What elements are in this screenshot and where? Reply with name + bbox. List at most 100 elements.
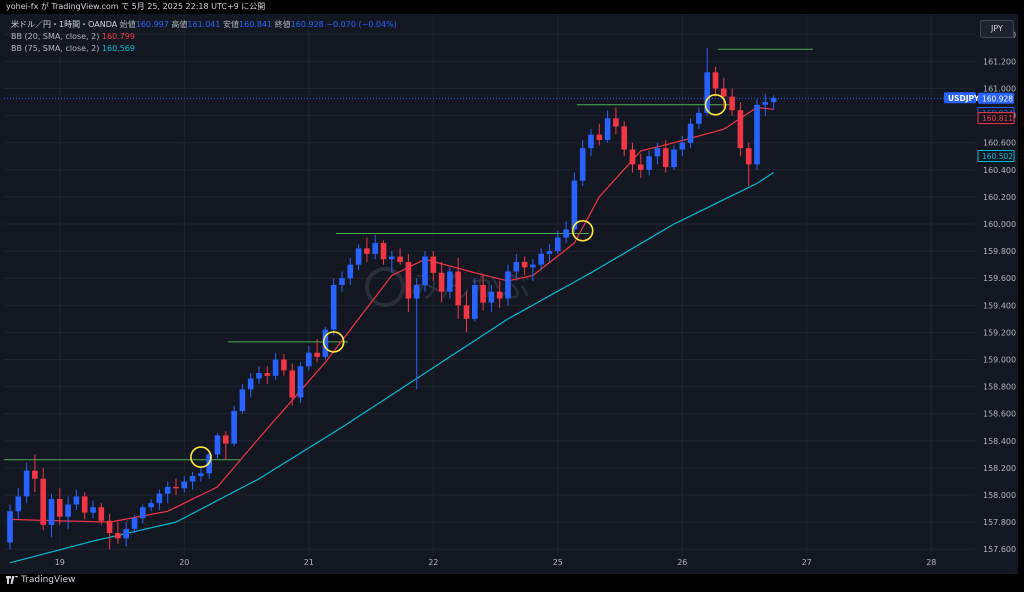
candle-body xyxy=(654,148,661,157)
candle-body xyxy=(372,242,378,254)
candle-body xyxy=(314,352,320,357)
candle-body xyxy=(430,256,437,273)
time-tick-label: 19 xyxy=(55,558,65,567)
candle-body xyxy=(530,264,536,268)
candle-body xyxy=(455,271,461,306)
price-tick-label: 160.600 xyxy=(983,139,1016,148)
candle-body xyxy=(148,503,154,508)
price-tick-label: 158.200 xyxy=(983,464,1016,473)
candle-body xyxy=(272,359,279,376)
candle-body xyxy=(588,134,594,149)
candle-body xyxy=(463,305,470,319)
time-tick-label: 21 xyxy=(304,558,314,567)
bb2-value: 160.569 xyxy=(101,44,135,53)
candle-body xyxy=(231,411,237,444)
legend-bb2-row[interactable]: BB (75, SMA, close, 2) 160.569 xyxy=(11,43,135,54)
candle-body xyxy=(281,359,287,371)
candle-body xyxy=(23,470,30,497)
candle-body xyxy=(613,118,619,127)
candle-body xyxy=(330,285,337,330)
candle-body xyxy=(447,271,453,292)
candle-body xyxy=(106,520,113,533)
close-value: 160.928 xyxy=(290,20,324,29)
candle-body xyxy=(745,148,752,165)
breakout-circle xyxy=(571,220,594,242)
price-tick-label: 161.200 xyxy=(983,57,1016,66)
grid-lines xyxy=(4,14,975,556)
time-axis: 19202122252627287F xyxy=(55,558,937,567)
candle-body xyxy=(389,256,395,260)
candle-body xyxy=(555,237,561,252)
price-tick-label: 158.600 xyxy=(983,410,1016,419)
price-tick-label: 158.000 xyxy=(983,491,1016,500)
bb1-label: BB (20, SMA, close, 2) xyxy=(11,32,100,41)
breakout-circle xyxy=(190,446,212,468)
candle-body xyxy=(173,486,179,489)
candle-body xyxy=(538,253,544,265)
candle-body xyxy=(596,134,603,141)
candle-body xyxy=(189,476,196,482)
candle-body xyxy=(73,496,80,505)
candle-body xyxy=(123,528,129,539)
time-tick-label: 20 xyxy=(179,558,189,567)
candle-body xyxy=(563,229,569,238)
candle-body xyxy=(164,486,171,494)
time-tick-label: 22 xyxy=(428,558,438,567)
ma20-path xyxy=(9,106,774,523)
legend-bb1-row[interactable]: BB (20, SMA, close, 2) 160.799 xyxy=(11,31,135,42)
candle-body xyxy=(671,149,677,168)
breakout-circle xyxy=(704,93,727,116)
legend-main-row: 米ドル／円・1時間・OANDA 始値160.997 高値161.041 安値16… xyxy=(11,19,397,30)
symbol-label: 米ドル／円・1時間・OANDA xyxy=(11,20,118,29)
open-label: 始値 xyxy=(119,20,136,29)
candle-body xyxy=(15,496,22,512)
price-tick-label: 160.200 xyxy=(983,193,1016,202)
price-tick-label: 160.000 xyxy=(983,220,1016,229)
candle-body xyxy=(662,148,669,168)
time-tick-label: 27 xyxy=(802,558,812,567)
open-value: 160.997 xyxy=(135,20,169,29)
breakout-markers xyxy=(190,93,727,468)
candle-body xyxy=(604,118,611,141)
candle-body xyxy=(638,164,644,170)
candle-body xyxy=(737,110,744,149)
price-tag-bg xyxy=(978,92,1014,104)
low-label: 安値 xyxy=(223,20,240,29)
candle-body xyxy=(156,493,163,504)
candle-body xyxy=(496,291,503,299)
candle-body xyxy=(223,435,229,444)
price-tick-label: 158.400 xyxy=(983,437,1016,446)
candle-body xyxy=(770,98,777,103)
candle-body xyxy=(413,285,420,299)
candle-body xyxy=(198,473,204,477)
candle-body xyxy=(347,264,354,279)
candle-body xyxy=(98,507,105,521)
candle-body xyxy=(546,251,553,254)
price-tick-label: 158.800 xyxy=(983,383,1016,392)
candle-body xyxy=(364,248,370,254)
currency-button[interactable]: JPY xyxy=(980,20,1014,38)
candle-body xyxy=(696,112,702,124)
watermark-logo xyxy=(365,267,405,307)
price-tick-label: 159.200 xyxy=(983,328,1016,337)
watermark-text: みんかぶ xyxy=(410,270,530,305)
candle-body xyxy=(513,261,520,272)
candle-body xyxy=(247,378,254,390)
symbol-tag: USDJPY xyxy=(948,94,980,103)
candle-body xyxy=(687,123,694,143)
footer-brand[interactable]: TradingView xyxy=(6,575,75,585)
time-tick-label: 26 xyxy=(677,558,687,567)
candle-body xyxy=(131,518,138,529)
candle-body xyxy=(480,285,486,303)
price-tag-bg xyxy=(977,150,1015,163)
candle-body xyxy=(57,499,63,517)
candle-body xyxy=(397,256,403,262)
breakout-circle xyxy=(322,331,345,353)
candle-body xyxy=(181,481,188,489)
candle-body xyxy=(81,496,88,513)
candle-body xyxy=(297,366,304,398)
candle-body xyxy=(422,256,428,285)
